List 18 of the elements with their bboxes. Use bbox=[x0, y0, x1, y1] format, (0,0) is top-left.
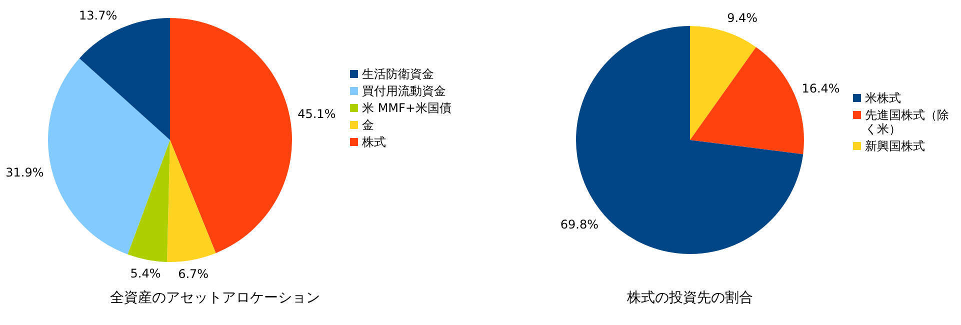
text: 株式の投資先の割合 bbox=[626, 290, 753, 306]
data-label: 9.4% bbox=[727, 11, 758, 26]
legend-label: 金 bbox=[362, 118, 374, 132]
text: 全資産のアセットアロケーション bbox=[110, 290, 320, 306]
legend-label: 新興国株式 bbox=[865, 139, 925, 153]
data-label: 13.7% bbox=[79, 8, 118, 23]
legend-label: 米株式 bbox=[865, 91, 901, 105]
legend-label: 米 MMF+米国債 bbox=[362, 101, 452, 115]
data-label: 16.4% bbox=[802, 82, 840, 96]
data-label: 6.7% bbox=[178, 266, 209, 281]
legend-label: 買付用流動資金 bbox=[362, 84, 446, 98]
data-label: 69.8% bbox=[560, 218, 599, 232]
legend-label: 株式 bbox=[361, 135, 386, 149]
data-label: 31.9% bbox=[6, 166, 44, 180]
data-label: 5.4% bbox=[130, 266, 161, 281]
legend-label: 生活防衛資金 bbox=[362, 67, 434, 81]
legend-label: 先進国株式（除く米） bbox=[865, 108, 949, 136]
data-label: 45.1% bbox=[298, 106, 336, 121]
